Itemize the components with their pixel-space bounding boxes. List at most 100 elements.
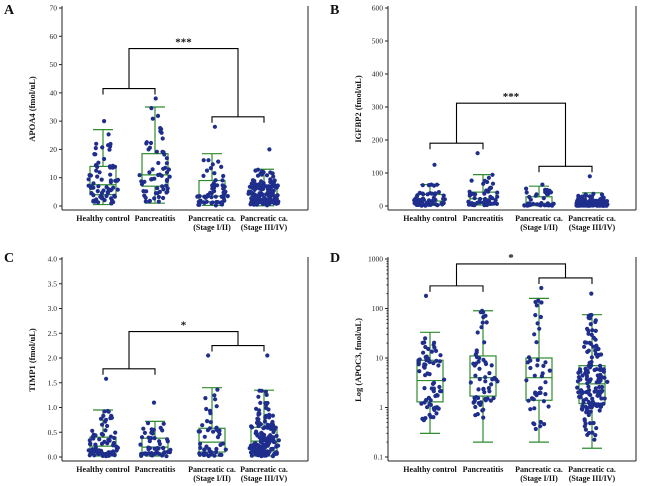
data-point — [474, 350, 479, 355]
y-tick-label: 40 — [50, 88, 58, 97]
data-point — [255, 420, 260, 426]
data-point — [164, 170, 170, 175]
data-point — [265, 186, 270, 192]
data-point — [477, 366, 482, 371]
y-axis-title: IGFBP2 (fmol/uL) — [353, 75, 363, 142]
data-point — [211, 429, 216, 434]
category-label: Pancreatic ca. — [515, 214, 563, 223]
data-point — [597, 408, 602, 413]
group-1: Healthy control — [76, 376, 130, 474]
bracket-left — [102, 87, 156, 95]
data-point — [421, 197, 426, 202]
y-tick-label: 2.5 — [48, 329, 58, 338]
data-point — [524, 190, 529, 195]
bracket-right — [538, 165, 593, 173]
data-point — [257, 408, 262, 413]
data-point — [212, 183, 217, 188]
y-tick-label: 1000 — [368, 255, 383, 264]
data-point — [94, 197, 99, 202]
data-point — [593, 433, 598, 438]
data-point — [476, 200, 481, 205]
data-point — [576, 193, 581, 198]
data-point — [165, 437, 170, 442]
bracket-top — [455, 102, 567, 167]
data-point — [429, 349, 434, 354]
data-point — [601, 369, 607, 374]
data-point — [421, 364, 427, 369]
data-point — [533, 426, 538, 432]
data-point — [223, 447, 228, 452]
data-point — [217, 452, 222, 457]
category-label: (Stage I/II) — [520, 223, 558, 232]
data-point — [256, 412, 261, 417]
category-label: Pancreatic ca. — [240, 465, 288, 474]
category-label: (Stage III/IV) — [241, 474, 288, 483]
data-point — [586, 203, 591, 208]
data-point — [597, 352, 602, 357]
data-point — [106, 132, 111, 137]
data-point — [598, 404, 603, 409]
data-point — [591, 335, 597, 340]
data-point — [423, 293, 429, 298]
data-point — [268, 190, 273, 195]
data-point — [543, 360, 548, 365]
data-point — [424, 354, 429, 359]
data-point — [94, 141, 99, 146]
data-point — [213, 194, 218, 199]
significance-label: *** — [175, 37, 192, 49]
data-point — [149, 427, 154, 432]
data-point — [480, 308, 485, 313]
data-point — [253, 452, 258, 457]
data-point — [582, 344, 587, 349]
data-point — [584, 377, 590, 382]
data-point — [596, 376, 601, 381]
data-point — [587, 174, 592, 179]
data-point — [585, 349, 590, 354]
data-point — [476, 359, 481, 364]
data-point — [484, 320, 489, 325]
group-1: Healthy control — [76, 119, 130, 223]
data-point — [162, 152, 167, 157]
data-point — [207, 408, 213, 413]
data-point — [418, 201, 423, 207]
data-point — [269, 421, 274, 427]
category-label: (Stage I/II) — [520, 474, 558, 483]
data-point — [585, 432, 590, 437]
data-point — [441, 201, 446, 206]
data-point — [540, 182, 545, 187]
data-point — [219, 164, 224, 169]
bracket-left — [102, 368, 156, 375]
y-tick-label: 10 — [376, 354, 384, 363]
data-point — [586, 199, 591, 204]
data-point — [202, 200, 207, 205]
data-point — [274, 450, 279, 455]
data-point — [483, 375, 488, 380]
data-point — [255, 443, 260, 448]
data-point — [431, 415, 436, 420]
data-point — [155, 446, 160, 451]
data-point — [96, 451, 101, 456]
data-point — [93, 146, 98, 151]
data-point — [93, 448, 98, 454]
data-point — [91, 181, 96, 186]
data-point — [487, 371, 492, 376]
data-point — [488, 398, 493, 403]
data-point — [262, 425, 267, 430]
data-point — [141, 426, 146, 431]
data-point — [535, 363, 540, 368]
data-point — [423, 336, 428, 341]
data-point — [206, 158, 211, 163]
data-point — [164, 161, 169, 166]
data-point — [534, 192, 539, 197]
data-point — [93, 442, 98, 447]
data-point — [107, 451, 112, 456]
data-point — [95, 189, 100, 194]
data-point — [600, 384, 605, 390]
data-point — [589, 363, 594, 368]
data-point — [88, 442, 93, 447]
data-point — [493, 198, 498, 203]
category-label: Healthy control — [76, 214, 130, 223]
data-point — [275, 193, 280, 198]
data-point — [261, 434, 266, 439]
data-point — [267, 415, 272, 420]
